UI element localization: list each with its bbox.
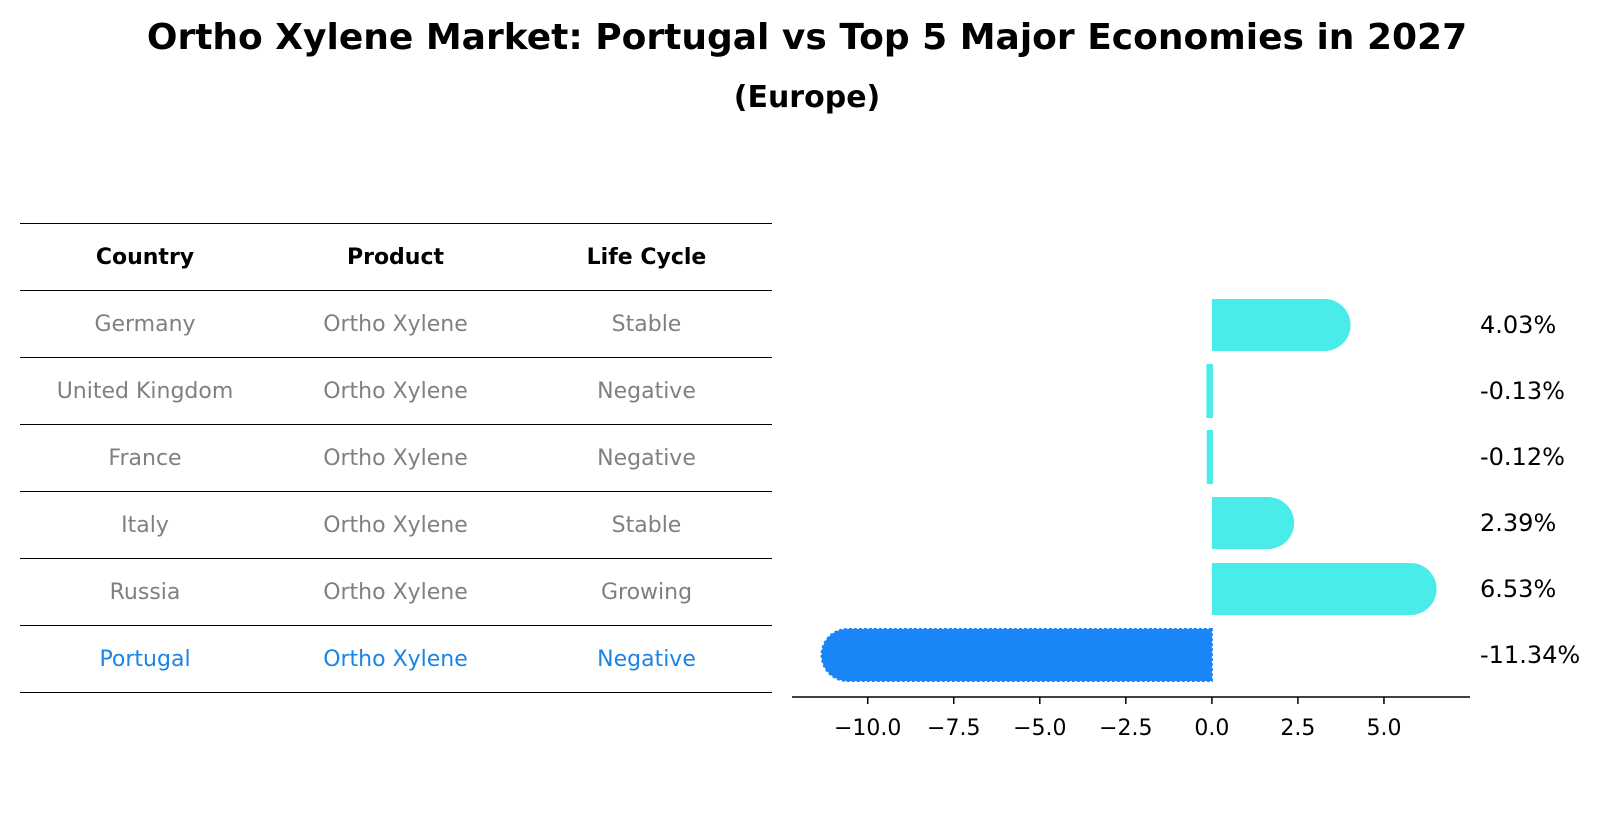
bar-portugal xyxy=(820,628,1213,682)
chart-title: Ortho Xylene Market: Portugal vs Top 5 M… xyxy=(146,17,1468,58)
x-tick-label: 5.0 xyxy=(1366,716,1401,741)
cell-product: Ortho Xylene xyxy=(270,357,521,425)
bar-value-label: 4.03% xyxy=(1480,311,1556,339)
table-row-highlight: Portugal Ortho Xylene Negative xyxy=(20,625,772,693)
cell-product: Ortho Xylene xyxy=(270,491,521,559)
bar-value-label: 6.53% xyxy=(1480,575,1556,603)
cell-country: Portugal xyxy=(20,625,270,693)
cell-life-cycle: Negative xyxy=(521,357,772,425)
cell-product: Ortho Xylene xyxy=(270,625,521,693)
x-tick-label: −2.5 xyxy=(1099,716,1152,741)
cell-country: Germany xyxy=(20,290,270,358)
cell-country: France xyxy=(20,424,270,492)
x-tick-label: 2.5 xyxy=(1280,716,1315,741)
x-tick-label: 0.0 xyxy=(1194,716,1229,741)
bar-value-label: -0.12% xyxy=(1480,443,1565,471)
bar-russia xyxy=(1211,563,1437,615)
header-country: Country xyxy=(20,223,270,291)
cell-product: Ortho Xylene xyxy=(270,558,521,626)
header-product: Product xyxy=(270,223,521,291)
cell-country: Italy xyxy=(20,491,270,559)
market-table: Country Product Life Cycle Germany Ortho… xyxy=(20,223,772,693)
cell-product: Ortho Xylene xyxy=(270,424,521,492)
cell-life-cycle: Negative xyxy=(521,424,772,492)
table-header-row: Country Product Life Cycle xyxy=(20,223,772,291)
table-row: Russia Ortho Xylene Growing xyxy=(20,558,772,626)
bar-united-kingdom xyxy=(1206,364,1213,418)
header-life-cycle: Life Cycle xyxy=(521,223,772,291)
x-tick-label: −5.0 xyxy=(1013,716,1066,741)
cell-country: Russia xyxy=(20,558,270,626)
table-row: United Kingdom Ortho Xylene Negative xyxy=(20,357,772,425)
bar-value-label: -11.34% xyxy=(1480,641,1580,669)
x-tick-label: −7.5 xyxy=(927,716,980,741)
x-tick-label: −10.0 xyxy=(834,716,901,741)
bar-germany xyxy=(1211,299,1351,351)
cell-life-cycle: Stable xyxy=(521,491,772,559)
cell-product: Ortho Xylene xyxy=(270,290,521,358)
table-row: France Ortho Xylene Negative xyxy=(20,424,772,492)
bar-value-label: -0.13% xyxy=(1480,377,1565,405)
cell-country: United Kingdom xyxy=(20,357,270,425)
cell-life-cycle: Stable xyxy=(521,290,772,358)
bar-value-label: 2.39% xyxy=(1480,509,1556,537)
table-row: Germany Ortho Xylene Stable xyxy=(20,290,772,358)
bar-italy xyxy=(1211,497,1295,549)
cell-life-cycle: Growing xyxy=(521,558,772,626)
cell-life-cycle: Negative xyxy=(521,625,772,693)
bar-france xyxy=(1206,430,1213,484)
chart-subtitle: (Europe) xyxy=(733,80,881,115)
table-row: Italy Ortho Xylene Stable xyxy=(20,491,772,559)
